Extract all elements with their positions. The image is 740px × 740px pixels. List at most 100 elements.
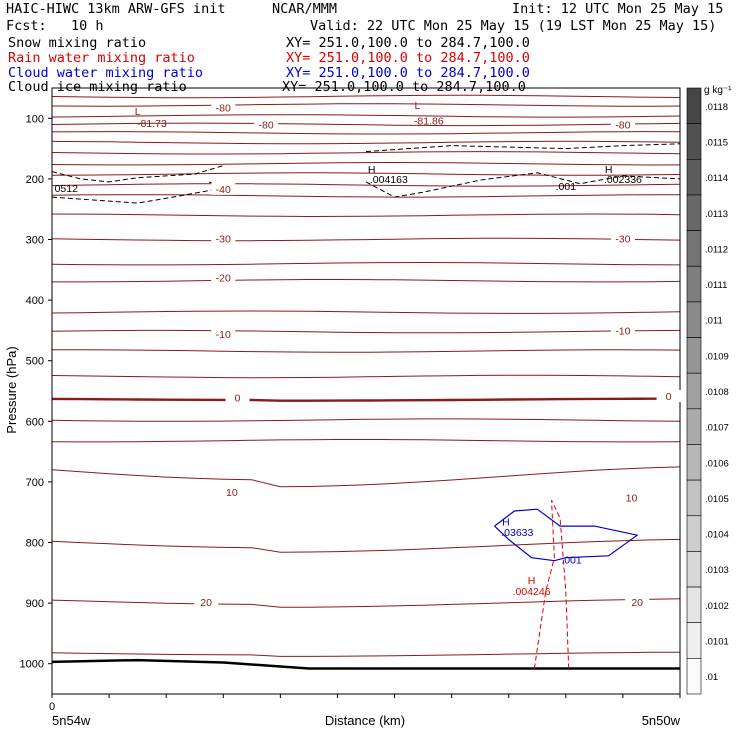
colorbar-box [686, 194, 702, 231]
colorbar-box [686, 158, 702, 196]
extrema-label: H [605, 164, 613, 176]
isotherm-line [51, 151, 681, 155]
extrema-label: -81.86 [414, 116, 444, 128]
colorbar-box [686, 479, 702, 517]
colorbar-label: .0108 [705, 387, 729, 398]
isotherm-line [52, 349, 681, 353]
x-axis-right-label: 5n50w [642, 713, 681, 728]
y-tick-label: 300 [26, 235, 44, 247]
colorbar-box [686, 622, 702, 659]
isotherm-line [51, 598, 681, 608]
isotherm-line [51, 418, 681, 422]
rain-water-contour [533, 499, 570, 669]
extrema-label: L [414, 100, 420, 112]
field-xy-snow: XY= 251.0,100.0 to 284.7,100.0 [286, 35, 530, 51]
extrema-label: .004163 [370, 174, 408, 186]
x-axis-title: Distance (km) [325, 713, 405, 728]
colorbar-box [686, 265, 702, 303]
colorbar-box [686, 123, 702, 160]
colorbar-label: .011 [705, 316, 723, 327]
isotherm-label: -80 [258, 120, 273, 132]
isotherm-line [51, 103, 681, 107]
isotherm-label: 0 [666, 391, 672, 403]
cloud-ice-contour [365, 143, 681, 153]
y-tick-label: 100 [26, 113, 44, 125]
isotherm-line [51, 261, 681, 266]
isotherm-label: -80 [216, 103, 231, 115]
colorbar-label: .0105 [705, 494, 729, 505]
isotherm-line [51, 122, 681, 127]
isotherm-line [51, 237, 681, 242]
isotherm-label-bg [610, 118, 635, 131]
isotherm-label: -10 [615, 326, 630, 338]
isotherm-label: -30 [615, 234, 630, 246]
isotherm-line [51, 114, 681, 118]
cloud-ice-contour [51, 165, 224, 183]
terrain-line [51, 658, 680, 670]
isotherm-label-bg [211, 182, 236, 195]
isotherm-label: -10 [216, 329, 231, 341]
isotherm-label-bg [610, 324, 635, 337]
y-tick-label: 500 [26, 356, 44, 368]
extrema-labels: L-81.73L-81.86H.004163H.002336.0010512H.… [55, 100, 642, 598]
isotherm-line [51, 172, 681, 176]
colorbar-label: .0113 [705, 209, 728, 220]
mixing-ratio-contours [51, 143, 681, 669]
isotherm-labels: -80 -80 -80 -40 -30 -30 -20 -10 -10 0 0 10 10 20 20 [194, 101, 681, 609]
colorbar-box [686, 301, 702, 338]
isotherm-line [51, 397, 681, 402]
isotherm-line [51, 183, 681, 187]
colorbar-box [686, 551, 702, 588]
extrema-label: .002336 [604, 174, 642, 186]
extrema-label: -81.73 [137, 118, 167, 130]
plot-title: HAIC-HIWC 13km ARW-GFS init [6, 1, 226, 17]
isotherm-label-bg [254, 118, 279, 131]
colorbar-box [686, 230, 702, 267]
isotherm-label-bg [211, 328, 236, 341]
extrema-label: L [135, 106, 141, 118]
field-xy-cloudice: XY= 251.0,100.0 to 284.7,100.0 [282, 79, 526, 95]
isotherm-label-bg [211, 271, 236, 284]
isotherm-line [51, 161, 681, 166]
isotherm-line [52, 279, 681, 283]
isotherm-label: 10 [226, 487, 238, 499]
isotherm-label: 10 [626, 492, 638, 504]
isotherm-label: -30 [216, 234, 231, 246]
isotherm-line [51, 140, 681, 145]
x-axis [51, 694, 681, 698]
colorbar-label: .0115 [705, 137, 728, 148]
x-axis-zero-label: 0 [49, 701, 55, 713]
isotherm-label-bg [656, 390, 681, 403]
colorbar-label: .0114 [705, 173, 728, 184]
isotherm-label: -80 [615, 120, 630, 132]
colorbar-unit: g kg⁻¹ [704, 85, 732, 96]
field-xy-rain: XY= 251.0,100.0 to 284.7,100.0 [286, 50, 530, 66]
colorbar-box [686, 87, 702, 124]
colorbar-label: .0102 [705, 601, 729, 612]
isotherm-line [51, 651, 681, 657]
plot-valid-time: Valid: 22 UTC Mon 25 May 15 (19 LST Mon … [310, 18, 717, 34]
isotherm-label: 20 [200, 597, 212, 609]
colorbar-box [686, 444, 702, 481]
isotherm-label: -40 [216, 184, 231, 196]
field-label-cloudice: Cloud ice mixing ratio [8, 79, 187, 95]
y-tick-label: 800 [26, 538, 44, 550]
extrema-label: H [528, 575, 536, 587]
colorbar-label: .0111 [705, 280, 727, 291]
colorbar-box [686, 337, 702, 374]
y-tick-label: 600 [26, 416, 44, 428]
y-tick-label: 900 [26, 598, 44, 610]
isotherm-line [51, 439, 681, 443]
isotherm-label: -20 [216, 272, 231, 284]
y-tick-label: 400 [26, 295, 44, 307]
isotherm-label-bg [219, 485, 244, 498]
colorbar-boxes [686, 87, 702, 695]
extrema-label: .001 [556, 181, 577, 193]
extrema-label: H [502, 516, 510, 528]
colorbar-box [686, 372, 702, 410]
isotherm-label: 0 [235, 392, 241, 404]
extrema-label: 0512 [55, 183, 79, 195]
y-axis-title: Pressure (hPa) [4, 346, 19, 433]
isotherm-label: 20 [631, 597, 643, 609]
